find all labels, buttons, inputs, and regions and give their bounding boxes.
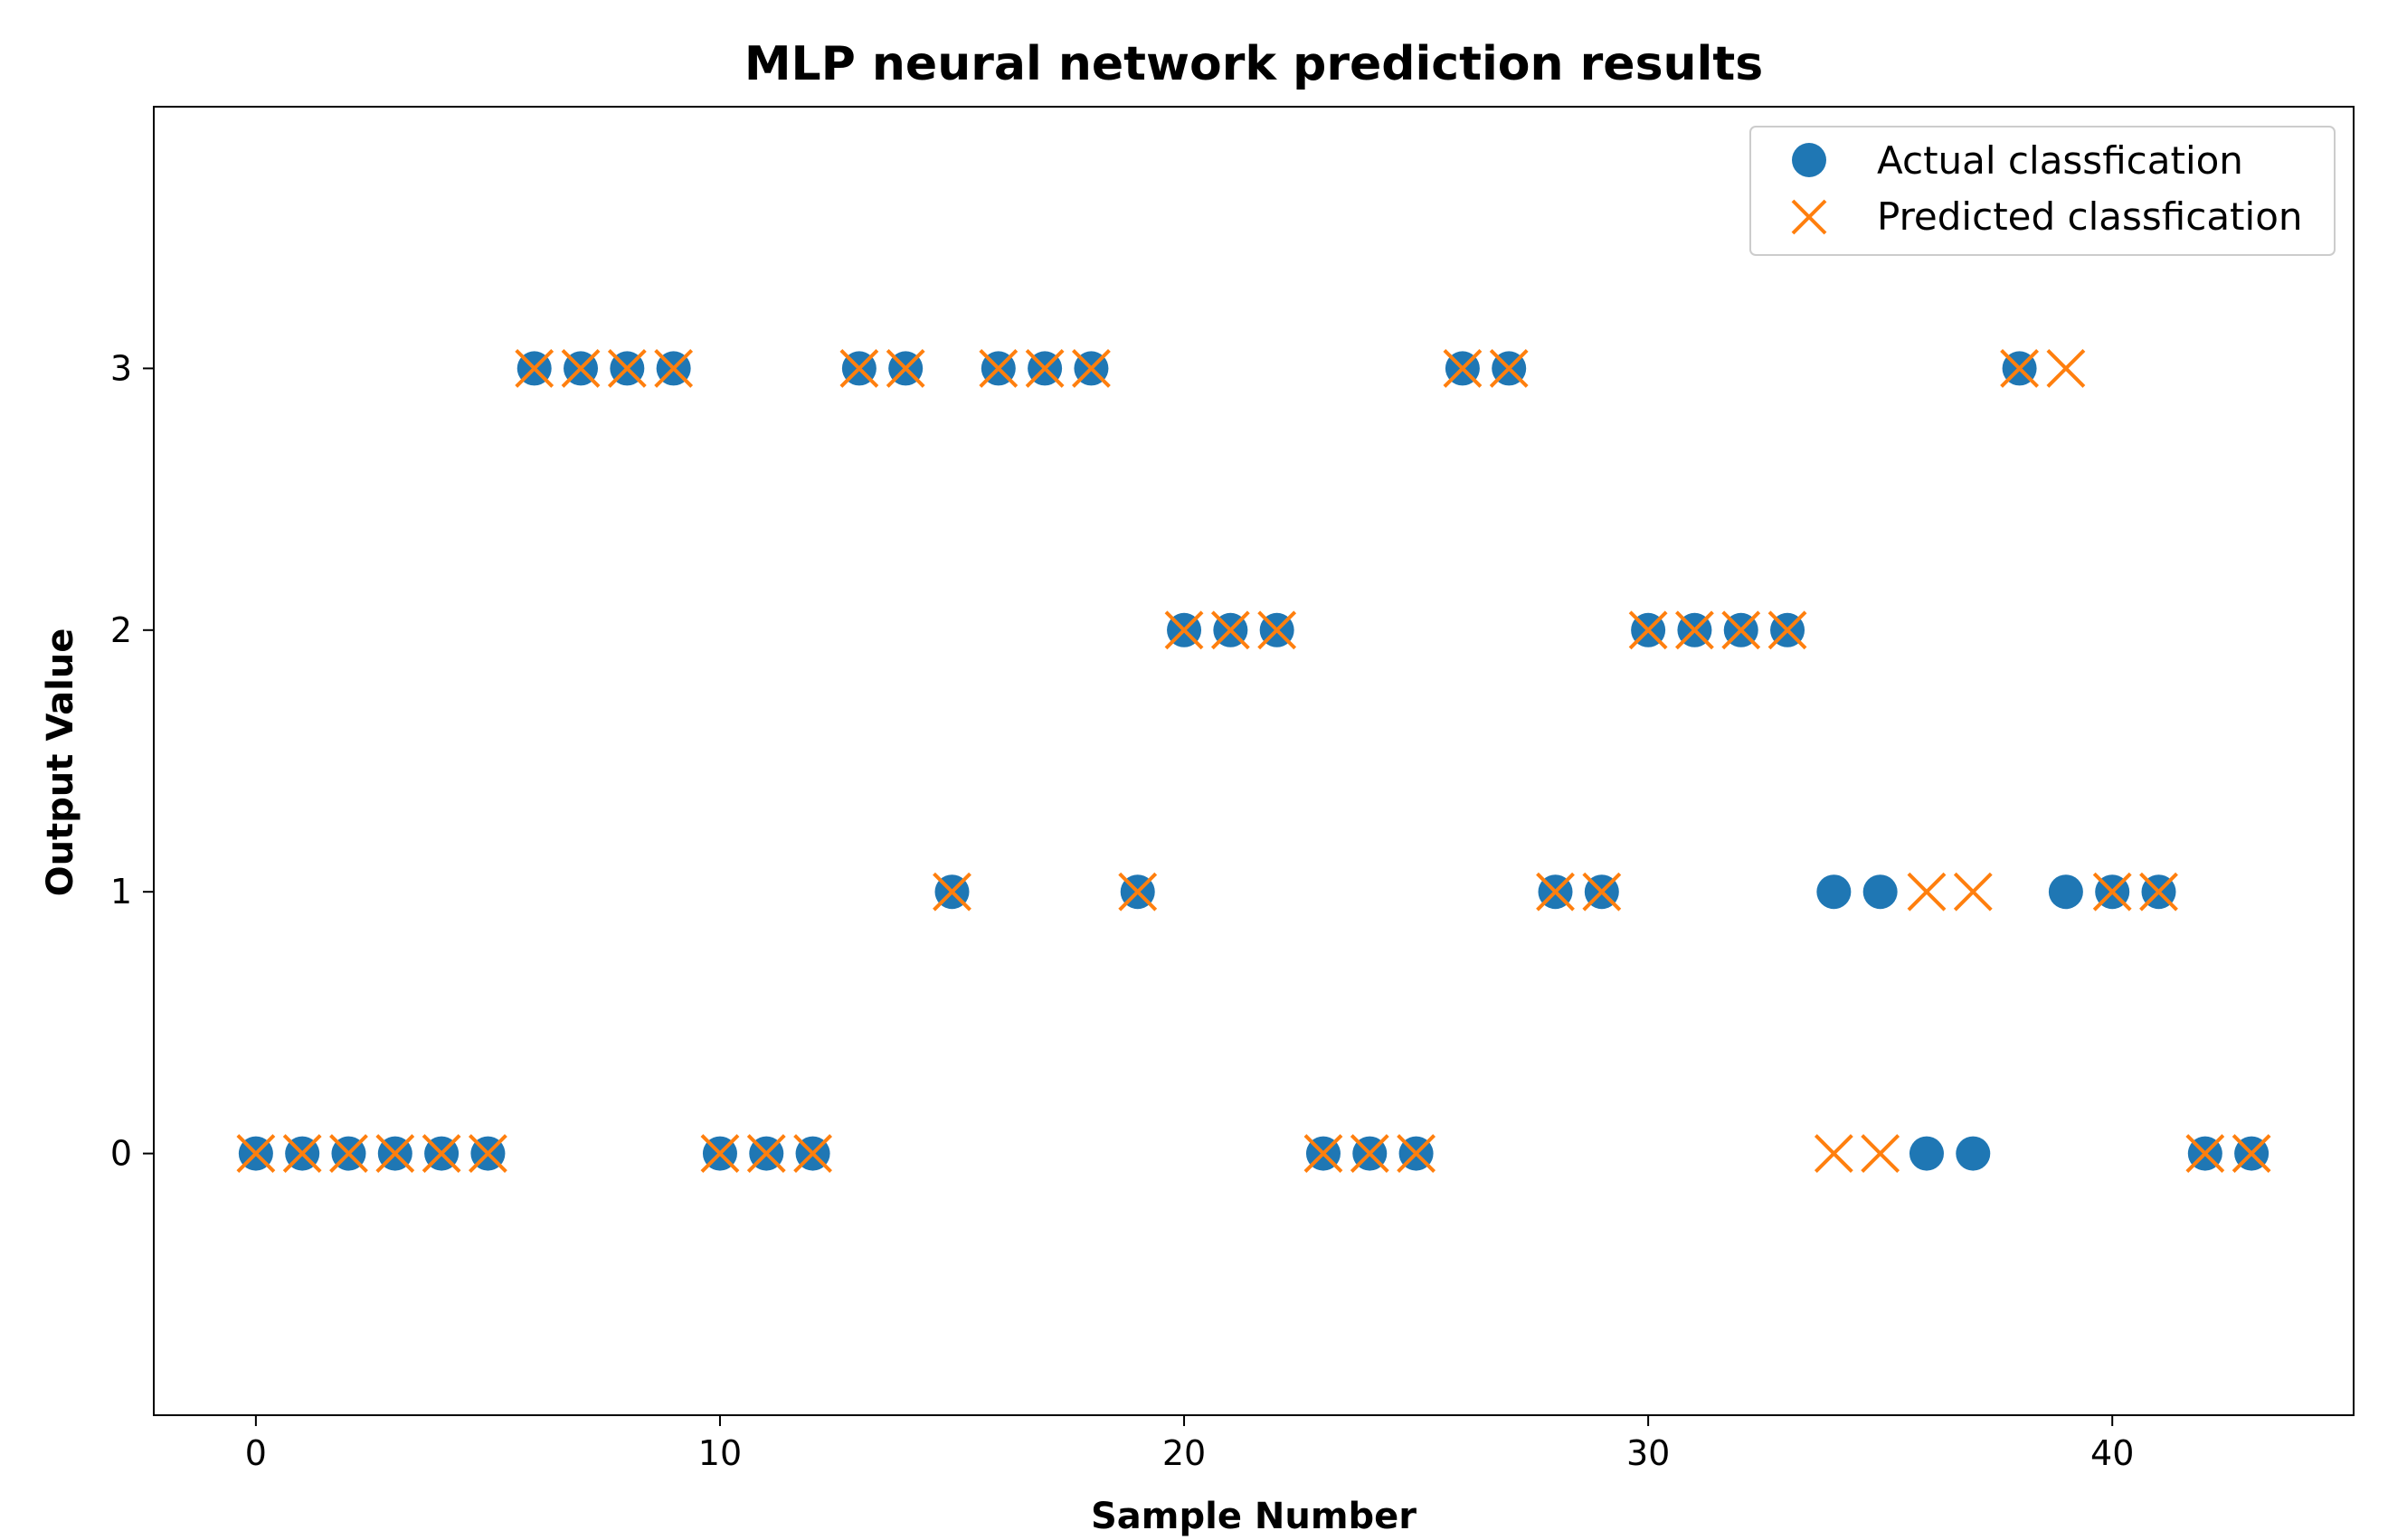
series-predicted xyxy=(236,348,2271,1174)
predicted-point xyxy=(746,1134,786,1174)
axes-frame xyxy=(153,106,2355,1416)
predicted-point xyxy=(469,1134,507,1174)
legend-label-actual: Actual classfication xyxy=(1877,138,2243,183)
predicted-point xyxy=(1350,1134,1389,1174)
predicted-point xyxy=(1257,610,1297,650)
predicted-point xyxy=(1397,1134,1436,1174)
legend-box xyxy=(1749,126,2336,256)
predicted-point xyxy=(933,872,971,912)
predicted-point xyxy=(793,1134,832,1174)
predicted-point xyxy=(1210,610,1250,650)
legend-marker-actual xyxy=(1792,143,1826,177)
predicted-point xyxy=(375,1134,415,1174)
predicted-point xyxy=(1443,348,1483,388)
y-axis: 0 1 2 3 xyxy=(110,348,154,1174)
predicted-point xyxy=(1675,610,1714,650)
predicted-point xyxy=(1907,872,1947,912)
predicted-point xyxy=(1025,348,1065,388)
predicted-point xyxy=(1721,610,1761,650)
chart-title: MLP neural network prediction results xyxy=(744,37,1763,91)
predicted-point xyxy=(329,1134,368,1174)
x-tick-label: 40 xyxy=(2090,1433,2134,1473)
predicted-point xyxy=(607,348,647,388)
actual-point xyxy=(1816,874,1852,910)
y-tick-label: 1 xyxy=(110,872,132,912)
predicted-point xyxy=(1118,872,1158,912)
predicted-point xyxy=(2139,872,2178,912)
predicted-point xyxy=(700,1134,740,1174)
x-tick-label: 0 xyxy=(245,1433,267,1473)
x-axis-label: Sample Number xyxy=(1091,1496,1417,1537)
predicted-point xyxy=(979,348,1019,388)
actual-point xyxy=(1862,874,1898,910)
legend: Actual classfication Predicted classfica… xyxy=(1749,126,2336,256)
actual-point xyxy=(1956,1136,1991,1171)
actual-point xyxy=(2048,874,2083,910)
predicted-point xyxy=(654,348,694,388)
predicted-point xyxy=(1536,872,1575,912)
y-tick-label: 0 xyxy=(110,1134,132,1174)
x-tick-label: 20 xyxy=(1162,1433,1206,1473)
predicted-point xyxy=(2046,348,2086,388)
predicted-point xyxy=(515,348,554,388)
y-tick-label: 2 xyxy=(110,610,132,650)
x-tick-label: 10 xyxy=(698,1433,742,1473)
legend-label-predicted: Predicted classfication xyxy=(1877,194,2303,239)
y-axis-label: Output Value xyxy=(40,628,81,897)
data-markers xyxy=(236,348,2271,1174)
predicted-point xyxy=(1861,1134,1900,1174)
predicted-point xyxy=(422,1134,461,1174)
predicted-point xyxy=(1582,872,1622,912)
predicted-point xyxy=(561,348,601,388)
plot-area: 0 10 20 30 40 0 1 2 3 xyxy=(110,106,2355,1473)
predicted-point xyxy=(2092,872,2132,912)
predicted-point xyxy=(1489,348,1529,388)
predicted-point xyxy=(1767,610,1807,650)
predicted-point xyxy=(2232,1134,2271,1174)
predicted-point xyxy=(2000,348,2039,388)
predicted-point xyxy=(1953,872,1993,912)
predicted-point xyxy=(282,1134,322,1174)
x-tick-label: 30 xyxy=(1626,1433,1670,1473)
predicted-point xyxy=(1814,1134,1853,1174)
predicted-point xyxy=(1303,1134,1343,1174)
predicted-point xyxy=(839,348,879,388)
predicted-point xyxy=(1628,610,1668,650)
legend-marker-predicted xyxy=(1791,199,1827,235)
predicted-point xyxy=(1164,610,1204,650)
predicted-point xyxy=(1072,348,1111,388)
actual-point xyxy=(1909,1136,1944,1171)
predicted-point xyxy=(2185,1134,2225,1174)
predicted-point xyxy=(236,1134,276,1174)
y-tick-label: 3 xyxy=(110,348,132,388)
x-axis: 0 10 20 30 40 xyxy=(245,1415,2134,1473)
predicted-point xyxy=(886,348,925,388)
